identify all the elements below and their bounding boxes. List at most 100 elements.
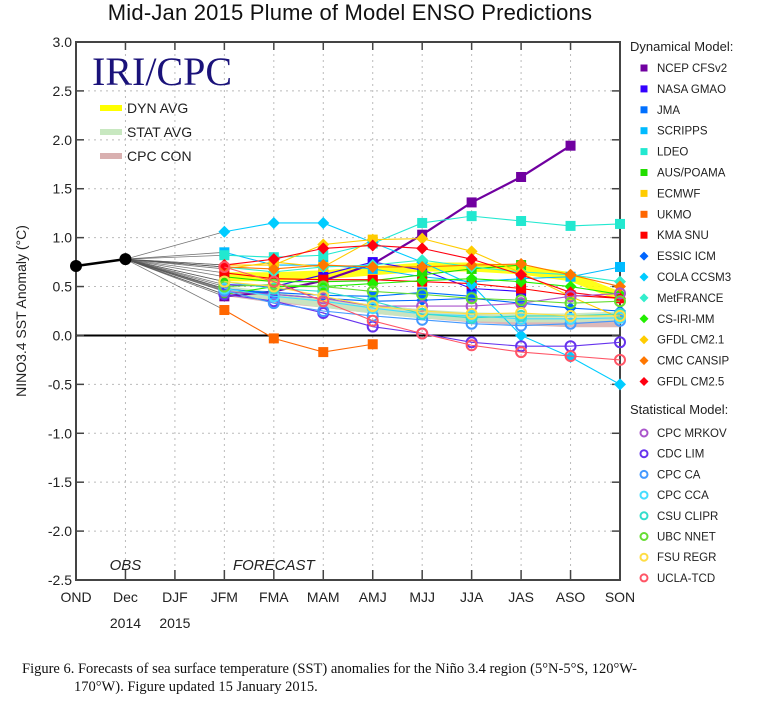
data-point	[465, 292, 478, 305]
legend-marker	[639, 251, 649, 261]
data-point	[417, 287, 428, 298]
y-tick-label: 3.0	[53, 34, 73, 50]
data-point	[366, 260, 379, 273]
legend-marker	[640, 64, 648, 72]
legend-item: MetFRANCE	[639, 293, 724, 305]
data-point	[218, 275, 231, 288]
y-tick-label: -2.0	[48, 523, 72, 539]
legend-label: UBC NNET	[657, 532, 716, 544]
x-tick-label: JJA	[460, 589, 484, 605]
legend-marker	[639, 449, 649, 459]
series-line	[224, 309, 373, 353]
legend-item: UCLA-TCD	[639, 573, 715, 585]
legend-marker	[640, 85, 648, 93]
y-axis-label: NINO3.4 SST Anomaly (°C)	[13, 225, 29, 397]
legend-item: GFDL CM2.1	[639, 335, 724, 347]
legend-item: SCRIPPS	[640, 126, 708, 138]
data-point	[465, 311, 478, 324]
legend-marker	[640, 210, 648, 218]
x-tick-label: MJJ	[409, 589, 435, 605]
data-point	[465, 245, 478, 258]
enso-plume-chart: 3.0 2.5 2.0 1.5 1.0 0.5 0.0 -0.5 -1.0 -1.5 -2.0 -2.…	[13, 34, 733, 631]
data-point	[515, 268, 528, 281]
data-point	[317, 216, 330, 229]
data-point	[516, 283, 527, 294]
annotations: OBS FORECAST	[110, 557, 317, 574]
legend-label: ESSIC ICM	[657, 251, 716, 263]
legend-heading-dynamical: Dynamical Model:	[630, 39, 733, 54]
legend-marker	[640, 127, 648, 135]
connector-line	[125, 258, 225, 287]
avg-legend-label: STAT AVG	[127, 124, 192, 140]
connector-line	[125, 258, 225, 283]
data-point	[219, 305, 230, 316]
data-point	[267, 275, 280, 288]
legend-marker	[640, 231, 648, 239]
legend-item: CPC CCA	[639, 490, 709, 502]
data-point	[416, 260, 429, 273]
legend-label: GFDL CM2.1	[657, 335, 724, 347]
data-point	[615, 261, 625, 272]
average-legend: DYN AVG STAT AVG CPC CON	[100, 100, 192, 164]
legend-label: CMC CANSIP	[657, 356, 730, 368]
caption-line-2: 170°W). Figure updated 15 January 2015.	[74, 679, 318, 695]
connector-line	[125, 258, 225, 274]
data-point	[416, 254, 429, 267]
legend-label: NASA GMAO	[657, 84, 726, 96]
legend-marker	[640, 106, 648, 114]
legend-marker	[639, 573, 649, 583]
legend-marker	[639, 335, 649, 345]
data-point	[515, 275, 528, 288]
data-point	[218, 225, 231, 238]
x-tick-label: JAS	[508, 589, 534, 605]
data-point	[317, 242, 330, 255]
year-label: 2014	[110, 615, 141, 631]
data-point	[516, 171, 527, 182]
data-point	[614, 295, 626, 308]
legend-item: CDC LIM	[639, 449, 704, 461]
connector-line	[125, 251, 225, 260]
data-point	[515, 329, 528, 342]
data-point	[367, 339, 378, 350]
connector-line	[125, 258, 225, 311]
data-point	[466, 197, 477, 208]
iri-cpc-logo-text: IRI/CPC	[92, 49, 232, 94]
observed-point	[70, 260, 82, 273]
y-tick-label: -0.5	[48, 376, 72, 392]
y-tick-label: 2.0	[53, 132, 73, 148]
data-point	[416, 232, 429, 245]
avg-legend-label: DYN AVG	[127, 100, 188, 116]
legend-item: ECMWF	[640, 188, 700, 200]
legend-item: NCEP CFSv2	[640, 63, 727, 75]
y-tick-label: 1.5	[53, 181, 73, 197]
legend-marker	[639, 511, 649, 521]
legend-item: COLA CCSM3	[639, 272, 731, 284]
data-point	[515, 258, 528, 271]
figure-caption: Figure 6. Forecasts of sea surface tempe…	[22, 660, 762, 696]
legend-label: FSU REGR	[657, 552, 716, 564]
avg-legend-label: CPC CON	[127, 148, 192, 164]
data-point	[267, 216, 280, 229]
connector-line	[125, 258, 225, 278]
data-point	[416, 305, 429, 317]
observed-series	[70, 253, 132, 273]
data-point	[614, 309, 626, 322]
series-cmc-cansip	[218, 258, 626, 293]
data-point	[614, 336, 626, 349]
connector-line	[125, 231, 225, 260]
year-label: 2015	[159, 615, 190, 631]
legend-label: CPC CCA	[657, 490, 709, 502]
legend-item: FSU REGR	[639, 552, 716, 564]
legend-label: SCRIPPS	[657, 126, 708, 138]
chart-title: Mid-Jan 2015 Plume of Model ENSO Predict…	[107, 0, 593, 25]
model-legend: Dynamical Model: NCEP CFSv2 NASA GMAO JMA SC…	[630, 39, 733, 585]
legend-item: ESSIC ICM	[639, 251, 716, 263]
legend-marker	[639, 293, 649, 303]
observed-line	[75, 257, 126, 268]
x-tick-label: AMJ	[359, 589, 387, 605]
data-point	[317, 259, 330, 272]
legend-label: AUS/POAMA	[657, 168, 726, 180]
series-gfdl-cm2-5	[218, 239, 626, 305]
legend-item: JMA	[640, 105, 680, 117]
x-tick-label: JFM	[211, 589, 238, 605]
